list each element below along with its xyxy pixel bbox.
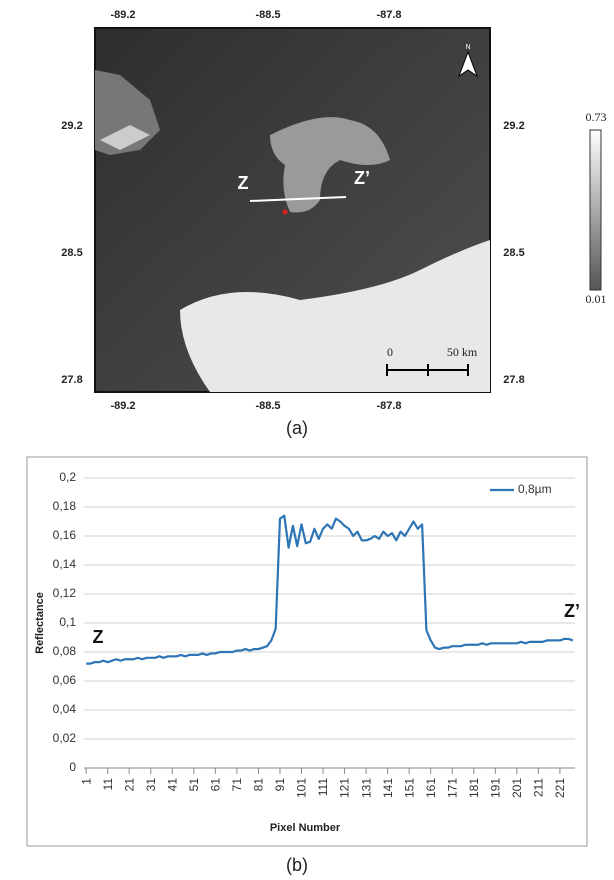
caption: (b): [286, 855, 308, 875]
lat-label: 27.8: [503, 374, 524, 386]
lon-label: -88.5: [255, 400, 280, 412]
legend-label: 0,8µm: [518, 482, 552, 496]
x-tick-label: 121: [338, 778, 352, 798]
x-tick-label: 111: [316, 778, 330, 797]
y-tick-label: 0,12: [53, 586, 77, 600]
transect-label: Z’: [354, 168, 370, 188]
x-tick-label: 81: [252, 778, 266, 792]
lat-label: 29.2: [61, 120, 82, 132]
y-tick-label: 0,18: [53, 499, 77, 513]
transect-line: [249, 196, 347, 202]
lat-label: 28.5: [503, 247, 524, 259]
x-tick-label: 161: [424, 778, 438, 798]
x-tick-label: 211: [532, 778, 546, 797]
y-tick-label: 0,02: [53, 731, 77, 745]
x-tick-label: 101: [295, 778, 309, 798]
annotation: Z’: [564, 601, 580, 621]
lon-label: -89.2: [110, 9, 135, 21]
x-tick-label: 1: [79, 778, 93, 785]
x-tick-label: 151: [402, 778, 416, 798]
colorbar: [589, 129, 602, 291]
north-label: N: [465, 44, 470, 51]
x-tick-label: 171: [445, 778, 459, 798]
y-tick-label: 0,04: [53, 702, 77, 716]
lat-label: 28.5: [61, 247, 82, 259]
x-tick-label: 71: [230, 778, 244, 792]
y-tick-label: 0,08: [53, 644, 77, 658]
x-tick-label: 61: [209, 778, 223, 792]
y-tick-label: 0,1: [59, 615, 76, 629]
lon-label: -88.5: [255, 9, 280, 21]
lon-label: -87.8: [376, 400, 401, 412]
y-tick-label: 0: [69, 760, 76, 774]
x-tick-label: 91: [273, 778, 287, 792]
x-tick-label: 131: [359, 778, 373, 798]
scale-label: 50 km: [447, 345, 478, 359]
north-arrow: [457, 50, 479, 78]
clouds: [180, 240, 490, 392]
scale-label: 0: [387, 345, 393, 359]
transect-label: Z: [238, 173, 249, 193]
coast: [100, 125, 150, 150]
annotation: Z: [93, 627, 104, 647]
x-tick-label: 41: [165, 778, 179, 792]
x-tick-label: 21: [122, 778, 136, 792]
x-tick-label: 31: [144, 778, 158, 792]
y-tick-label: 0,16: [53, 528, 77, 542]
sample-point: [282, 209, 288, 215]
x-tick-label: 201: [510, 778, 524, 798]
y-axis-label: Reflectance: [34, 592, 46, 654]
x-tick-label: 221: [553, 778, 567, 798]
panel-a: Z Z’ N 0 50 km 0.73 0.01 (a) -89.2 -89.2 -…: [61, 9, 606, 438]
oil-slick: [270, 117, 390, 213]
colorbar-label: 0.01: [586, 292, 607, 306]
x-tick-label: 51: [187, 778, 201, 792]
x-tick-label: 181: [467, 778, 481, 798]
x-tick-label: 11: [101, 778, 115, 791]
colorbar-label: 0.73: [586, 110, 607, 124]
x-tick-label: 191: [488, 778, 502, 798]
x-axis-label: Pixel Number: [270, 822, 341, 834]
y-tick-label: 0,2: [59, 470, 76, 484]
y-tick-label: 0,06: [53, 673, 77, 687]
lon-label: -87.8: [376, 9, 401, 21]
caption: (a): [286, 418, 308, 438]
lat-label: 29.2: [503, 120, 524, 132]
data-line: [86, 514, 574, 665]
x-tick-label: 141: [381, 778, 395, 798]
lat-label: 27.8: [61, 374, 82, 386]
lon-label: -89.2: [110, 400, 135, 412]
y-tick-label: 0,14: [53, 557, 77, 571]
